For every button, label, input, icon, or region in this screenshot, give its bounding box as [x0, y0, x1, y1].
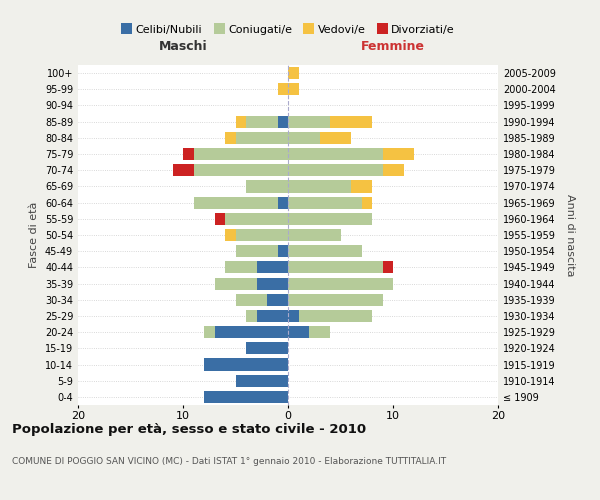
Y-axis label: Anni di nascita: Anni di nascita: [565, 194, 575, 276]
Bar: [257, 278, 288, 289]
Legend: Celibi/Nubili, Coniugati/e, Vedovi/e, Divorziati/e: Celibi/Nubili, Coniugati/e, Vedovi/e, Di…: [117, 20, 459, 39]
Text: COMUNE DI POGGIO SAN VICINO (MC) - Dati ISTAT 1° gennaio 2010 - Elaborazione TUT: COMUNE DI POGGIO SAN VICINO (MC) - Dati …: [12, 458, 446, 466]
Bar: [288, 326, 309, 338]
Bar: [204, 358, 288, 370]
Bar: [225, 132, 235, 144]
Bar: [383, 164, 404, 176]
Bar: [288, 278, 393, 289]
Bar: [288, 164, 383, 176]
Bar: [288, 310, 299, 322]
Bar: [309, 326, 330, 338]
Bar: [215, 278, 257, 289]
Bar: [288, 132, 320, 144]
Bar: [215, 212, 225, 225]
Bar: [193, 148, 288, 160]
Bar: [204, 326, 215, 338]
Bar: [225, 229, 235, 241]
Bar: [288, 148, 383, 160]
Bar: [288, 67, 299, 79]
Bar: [246, 310, 257, 322]
Bar: [288, 83, 299, 96]
Bar: [257, 262, 288, 274]
Bar: [277, 196, 288, 208]
Bar: [257, 310, 288, 322]
Bar: [235, 245, 277, 258]
Bar: [361, 196, 372, 208]
Bar: [288, 229, 341, 241]
Bar: [383, 148, 414, 160]
Bar: [204, 391, 288, 403]
Bar: [193, 164, 288, 176]
Bar: [277, 245, 288, 258]
Bar: [351, 180, 372, 192]
Y-axis label: Fasce di età: Fasce di età: [29, 202, 39, 268]
Bar: [277, 116, 288, 128]
Bar: [288, 262, 383, 274]
Bar: [267, 294, 288, 306]
Bar: [383, 262, 393, 274]
Bar: [288, 180, 351, 192]
Bar: [330, 116, 372, 128]
Bar: [246, 342, 288, 354]
Bar: [215, 326, 288, 338]
Bar: [288, 245, 361, 258]
Bar: [225, 262, 257, 274]
Bar: [288, 196, 361, 208]
Bar: [225, 212, 288, 225]
Bar: [288, 294, 383, 306]
Bar: [320, 132, 351, 144]
Bar: [288, 116, 330, 128]
Bar: [193, 196, 277, 208]
Text: Popolazione per età, sesso e stato civile - 2010: Popolazione per età, sesso e stato civil…: [12, 422, 366, 436]
Bar: [235, 294, 267, 306]
Bar: [235, 116, 246, 128]
Bar: [288, 212, 372, 225]
Bar: [299, 310, 372, 322]
Bar: [246, 180, 288, 192]
Bar: [183, 148, 193, 160]
Bar: [235, 229, 288, 241]
Bar: [235, 132, 288, 144]
Bar: [235, 374, 288, 387]
Text: Maschi: Maschi: [158, 40, 208, 53]
Bar: [246, 116, 277, 128]
Text: Femmine: Femmine: [361, 40, 425, 53]
Bar: [173, 164, 193, 176]
Bar: [277, 83, 288, 96]
